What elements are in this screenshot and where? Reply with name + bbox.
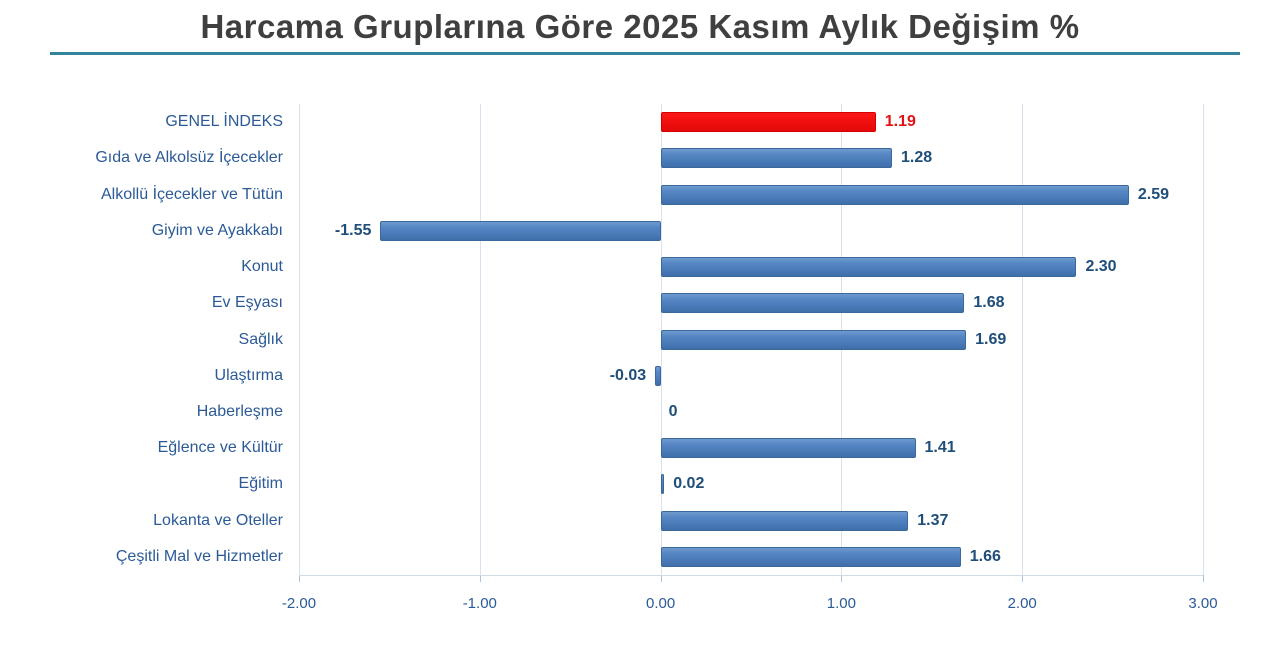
bar bbox=[660, 148, 893, 169]
value-label: 1.69 bbox=[975, 330, 1007, 348]
value-label: 1.28 bbox=[901, 149, 933, 167]
value-label: 1.68 bbox=[973, 294, 1005, 312]
category-label: Lokanta ve Oteller bbox=[153, 511, 283, 529]
gridline bbox=[479, 104, 481, 575]
bar bbox=[655, 365, 661, 386]
value-label: -1.55 bbox=[334, 221, 372, 239]
axis-tick-mark bbox=[841, 575, 843, 582]
category-label: Sağlık bbox=[238, 330, 283, 348]
bar bbox=[660, 438, 916, 459]
axis-tick-mark bbox=[660, 575, 662, 582]
x-axis-tick-label: -1.00 bbox=[462, 595, 497, 612]
axis-tick-mark bbox=[1022, 575, 1024, 582]
category-label: Konut bbox=[241, 258, 283, 276]
value-label: 1.37 bbox=[917, 511, 949, 529]
value-label: 0.02 bbox=[673, 475, 705, 493]
x-axis-tick-label: -2.00 bbox=[281, 595, 317, 612]
category-label: GENEL İNDEKS bbox=[165, 113, 283, 131]
bar bbox=[660, 293, 965, 314]
bar-highlight bbox=[660, 112, 876, 133]
value-label: 1.19 bbox=[884, 113, 916, 131]
x-axis-line bbox=[299, 575, 1203, 576]
x-axis-tick-label: 2.00 bbox=[1007, 595, 1037, 612]
category-label: Eğitim bbox=[238, 475, 283, 493]
value-label: 1.41 bbox=[924, 439, 956, 457]
bar bbox=[660, 546, 961, 567]
value-label: 0 bbox=[668, 402, 678, 420]
value-label: 1.66 bbox=[969, 547, 1001, 565]
value-label: 2.30 bbox=[1085, 258, 1117, 276]
gridline bbox=[1203, 104, 1204, 575]
x-axis-tick-label: 0.00 bbox=[645, 595, 676, 612]
chart-title: Harcama Gruplarına Göre 2025 Kasım Aylık… bbox=[200, 8, 1080, 45]
bar bbox=[380, 220, 661, 241]
axis-tick-mark bbox=[1203, 575, 1204, 582]
x-axis-tick-label: 3.00 bbox=[1188, 595, 1218, 612]
category-label: Giyim ve Ayakkabı bbox=[151, 221, 283, 239]
axis-tick-mark bbox=[479, 575, 481, 582]
category-label: Gıda ve Alkolsüz İçecekler bbox=[95, 149, 283, 167]
value-label: -0.03 bbox=[609, 366, 647, 384]
title-underline bbox=[50, 52, 1240, 55]
gridline bbox=[1022, 104, 1024, 575]
value-label: 2.59 bbox=[1137, 185, 1169, 203]
bar bbox=[660, 510, 909, 531]
category-label: Haberleşme bbox=[196, 402, 283, 420]
category-label: Alkollü İçecekler ve Tütün bbox=[100, 185, 283, 203]
bar bbox=[660, 184, 1129, 205]
axis-tick-mark bbox=[299, 575, 300, 582]
x-axis-tick-label: 1.00 bbox=[826, 595, 856, 612]
bar bbox=[660, 257, 1077, 278]
bar bbox=[660, 329, 967, 350]
category-label: Çeşitli Mal ve Hizmetler bbox=[115, 547, 283, 565]
category-label: Ev Eşyası bbox=[211, 294, 283, 312]
category-label: Ulaştırma bbox=[214, 366, 283, 384]
bar bbox=[660, 474, 665, 495]
gridline bbox=[299, 104, 300, 575]
category-label: Eğlence ve Kültür bbox=[157, 439, 283, 457]
